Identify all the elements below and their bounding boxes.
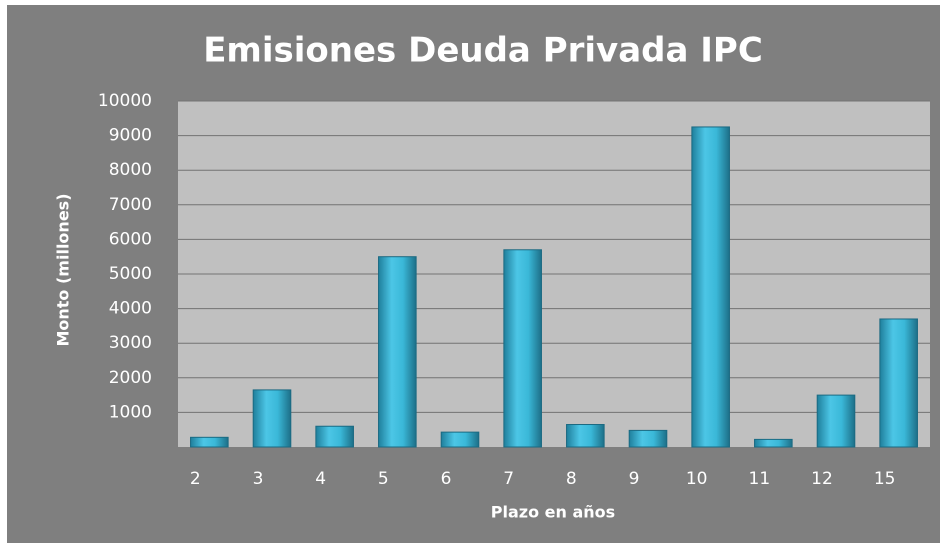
x-tick-label: 15 xyxy=(874,469,896,489)
bar xyxy=(754,438,793,448)
bar xyxy=(816,394,856,448)
y-tick-label: 10000 xyxy=(98,91,152,111)
bar xyxy=(252,389,292,448)
x-tick-label: 10 xyxy=(686,469,708,489)
y-tick-label: 9000 xyxy=(109,126,152,146)
x-tick-label: 9 xyxy=(629,469,640,489)
x-tick-label: 4 xyxy=(315,469,326,489)
bar xyxy=(440,431,480,448)
y-tick-label: 4000 xyxy=(109,299,152,319)
x-tick-label: 11 xyxy=(749,469,771,489)
x-tick-label: 2 xyxy=(190,469,201,489)
x-tick-label: 6 xyxy=(441,469,452,489)
bar xyxy=(628,429,668,448)
bar xyxy=(315,425,354,448)
bar xyxy=(503,249,542,448)
x-tick-label: 7 xyxy=(503,469,514,489)
y-tick-label: 1000 xyxy=(109,402,152,422)
x-axis-title: Plazo en años xyxy=(491,503,615,522)
bar xyxy=(190,436,229,448)
y-tick-label: 5000 xyxy=(109,264,152,284)
x-tick-label: 3 xyxy=(253,469,264,489)
y-axis-title: Monto (millones) xyxy=(54,193,73,346)
bar xyxy=(879,318,918,448)
x-tick-label: 12 xyxy=(811,469,833,489)
bar xyxy=(378,256,417,448)
y-tick-label: 7000 xyxy=(109,195,152,215)
x-tick-label: 5 xyxy=(378,469,389,489)
x-tick-label: 8 xyxy=(566,469,577,489)
y-tick-label: 2000 xyxy=(109,368,152,388)
y-tick-label: 3000 xyxy=(109,333,152,353)
bar xyxy=(566,424,605,448)
y-tick-label: 8000 xyxy=(109,160,152,180)
bar xyxy=(691,126,730,448)
chart-title: Emisiones Deuda Privada IPC xyxy=(203,31,763,71)
y-tick-label: 6000 xyxy=(109,229,152,249)
